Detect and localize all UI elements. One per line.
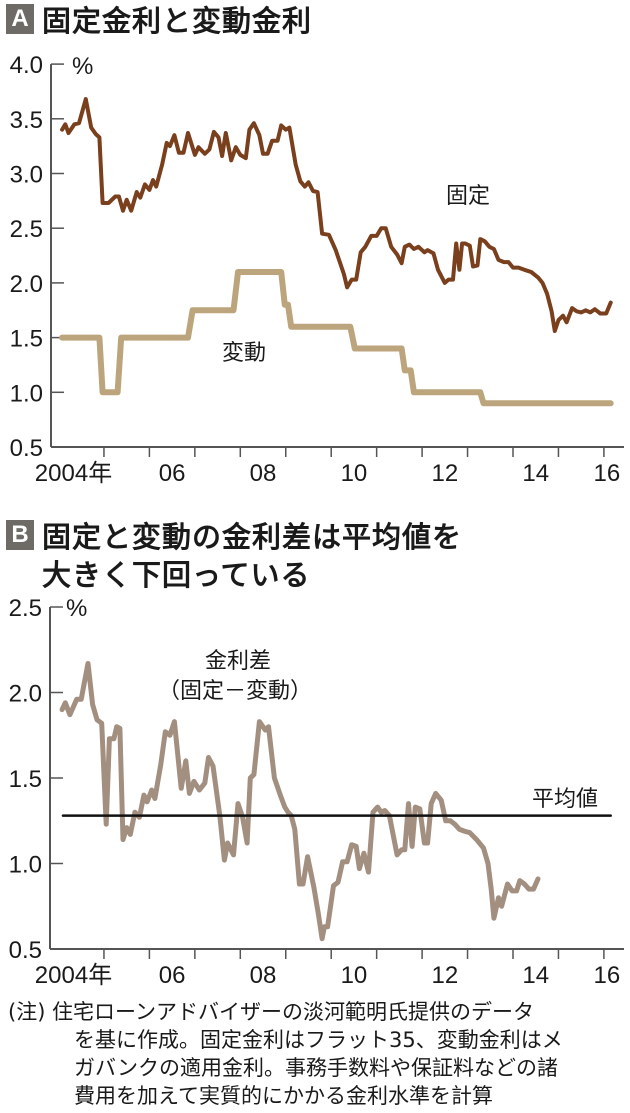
x-tick-label: 08 — [250, 460, 277, 487]
series-variable-line — [59, 269, 614, 407]
y-tick-label: 1.5 — [10, 326, 43, 353]
chart-a-y-unit: % — [72, 53, 93, 80]
panel-a-badge: A — [6, 4, 34, 34]
y-tick-label: 2.0 — [10, 271, 43, 298]
panel-b-title-line2: 大きく下回っている — [42, 558, 311, 592]
chart-b-series — [59, 660, 612, 942]
y-tick-label: 0.5 — [9, 937, 42, 964]
series-spread-line — [59, 660, 541, 942]
footnote-line-4: 費用を加えて実質的にかかる金利水準を計算 — [74, 1084, 493, 1108]
chart-rate-spread: 0.5 1.0 1.5 2.0 2.5 2004年 06 08 10 12 14 16 金利差 （固定… — [9, 595, 624, 989]
y-tick-label: 4.0 — [10, 52, 43, 79]
x-tick-label: 08 — [250, 962, 277, 989]
footnote-line-3: ガバンクの適用金利。事務手数料や保証料などの諸 — [74, 1056, 559, 1080]
chart-b-axes: 0.5 1.0 1.5 2.0 2.5 2004年 06 08 10 12 14 16 — [9, 595, 624, 989]
x-tick-label: 14 — [522, 460, 549, 487]
label-spread-formula: （固定－変動） — [158, 679, 312, 704]
label-variable: 変動 — [222, 341, 266, 366]
y-tick-label: 3.0 — [10, 162, 43, 189]
y-tick-label: 3.5 — [10, 107, 43, 134]
x-tick-label: 12 — [431, 962, 458, 989]
label-average: 平均値 — [532, 787, 598, 812]
label-spread: 金利差 — [205, 649, 271, 674]
chart-fixed-vs-variable: 0.5 1.0 1.5 2.0 2.5 3.0 3.5 4.0 2004年 06 08 10 12 14 1… — [10, 52, 624, 487]
x-tick-label: 06 — [159, 962, 186, 989]
y-tick-label: 2.5 — [10, 216, 43, 243]
x-tick-label: 10 — [341, 460, 368, 487]
footnote: (注) 住宅ローンアドバイザーの淡河範明氏提供のデータ を基に作成。固定金利はフ… — [8, 998, 628, 1110]
y-tick-label: 1.0 — [10, 380, 43, 407]
panel-a-title: A 固定金利と変動金利 — [6, 2, 312, 40]
x-tick-label: 14 — [522, 962, 549, 989]
panel-b-title-text: 固定と変動の金利差は平均値を 大きく下回っている — [42, 518, 462, 594]
x-tick-label: 2004年 — [35, 962, 112, 989]
x-tick-label: 16 — [594, 962, 621, 989]
chart-b-y-unit: % — [66, 595, 87, 622]
x-tick-label: 16 — [594, 460, 621, 487]
panel-b-badge: B — [6, 520, 34, 550]
panel-b-title-line1: 固定と変動の金利差は平均値を — [42, 520, 463, 554]
chart-a-series — [59, 97, 614, 407]
x-tick-label: 12 — [431, 460, 458, 487]
panel-a-title-text: 固定金利と変動金利 — [42, 4, 313, 38]
y-tick-label: 2.0 — [9, 681, 42, 708]
y-tick-label: 0.5 — [10, 435, 43, 462]
x-tick-label: 10 — [341, 962, 368, 989]
series-fixed-line — [60, 97, 613, 333]
footnote-line-1: (注) 住宅ローンアドバイザーの淡河範明氏提供のデータ — [8, 1000, 535, 1024]
y-tick-label: 1.5 — [9, 766, 42, 793]
label-fixed: 固定 — [446, 184, 490, 209]
y-tick-label: 2.5 — [9, 595, 42, 622]
footnote-line-2: を基に作成。固定金利はフラット35、変動金利はメ — [74, 1028, 563, 1052]
panel-b-title: B 固定と変動の金利差は平均値を 大きく下回っている — [6, 518, 462, 594]
chart-a-axes: 0.5 1.0 1.5 2.0 2.5 3.0 3.5 4.0 2004年 06 08 10 12 14 1… — [10, 52, 624, 487]
x-tick-label: 2004年 — [35, 460, 112, 487]
y-tick-label: 1.0 — [9, 852, 42, 879]
x-tick-label: 06 — [159, 460, 186, 487]
